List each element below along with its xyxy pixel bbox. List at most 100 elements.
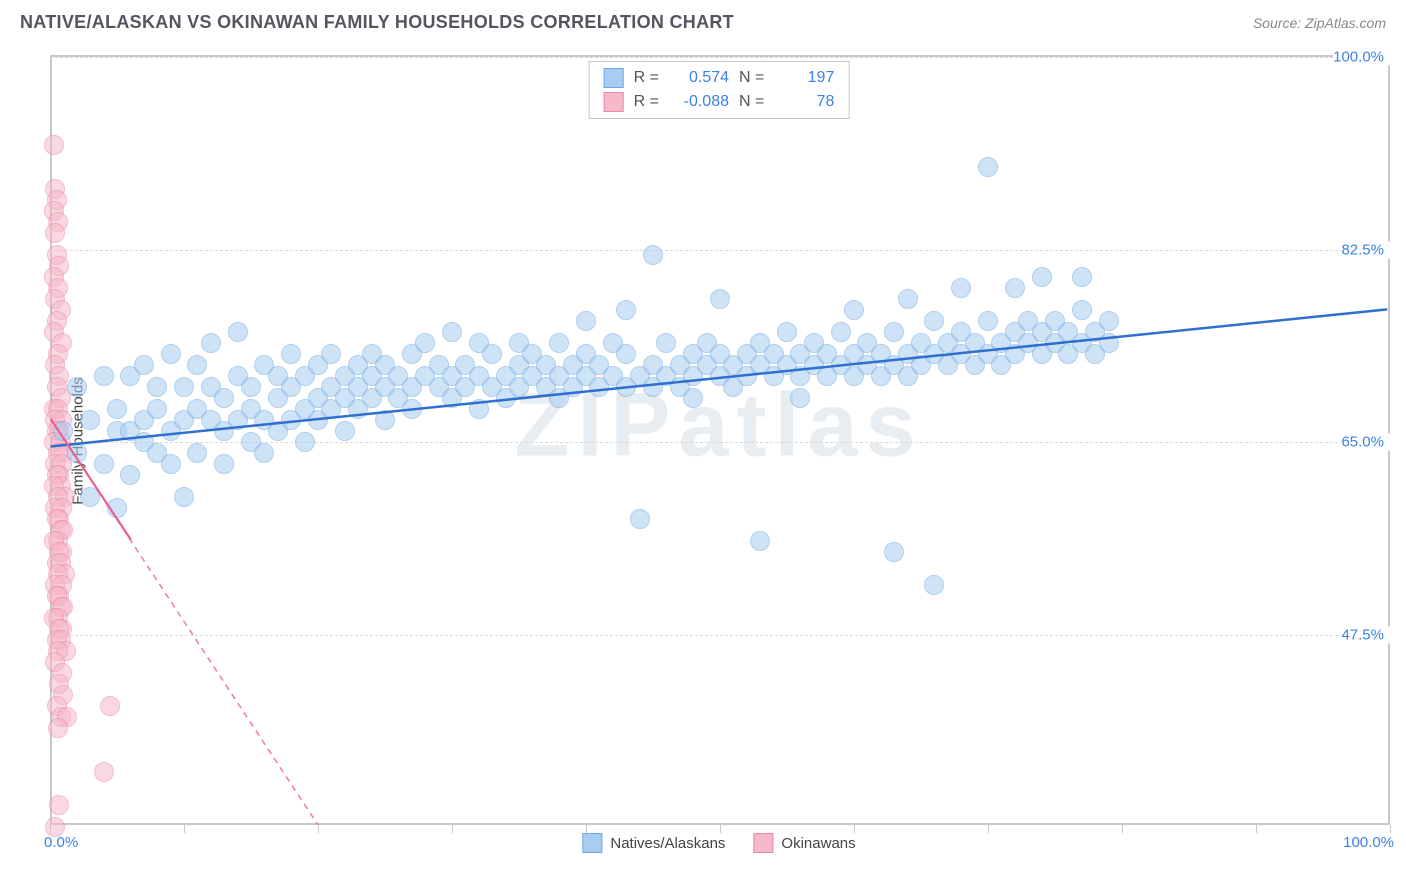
data-point [214,454,234,474]
legend-series-label: Natives/Alaskans [610,835,725,852]
data-point [281,344,301,364]
data-point [161,344,181,364]
x-tick [1122,825,1123,833]
data-point [67,443,87,463]
data-point [951,278,971,298]
x-tick [988,825,989,833]
data-point [978,311,998,331]
x-tick [854,825,855,833]
data-point [187,443,207,463]
data-point [469,399,489,419]
data-point [616,300,636,320]
data-point [442,322,462,342]
data-point [415,333,435,353]
plot-area: Family Households ZIPatlas 47.5%65.0%82.… [50,55,1390,825]
legend-r-value: -0.088 [669,93,729,111]
data-point [335,421,355,441]
x-tick [586,825,587,833]
data-point [134,355,154,375]
legend-swatch [582,833,602,853]
chart-title: NATIVE/ALASKAN VS OKINAWAN FAMILY HOUSEH… [20,12,734,33]
data-point [790,388,810,408]
x-tick [452,825,453,833]
data-point [643,245,663,265]
data-point [844,300,864,320]
x-tick [184,825,185,833]
legend-n-value: 197 [774,69,834,87]
data-point [147,377,167,397]
legend-correlation-row: R = -0.088 N = 78 [604,90,835,114]
data-point [120,465,140,485]
data-point [80,487,100,507]
chart-source: Source: ZipAtlas.com [1253,15,1386,31]
data-point [482,344,502,364]
data-point [228,322,248,342]
data-point [402,399,422,419]
data-point [1099,333,1119,353]
x-axis-min-label: 0.0% [44,834,78,851]
data-point [147,399,167,419]
data-point [80,410,100,430]
data-point [254,443,274,463]
data-point [53,421,73,441]
data-point [750,531,770,551]
data-point [187,355,207,375]
legend-swatch [753,833,773,853]
data-point [1099,311,1119,331]
legend-n-label: N = [739,69,764,87]
data-point [1072,300,1092,320]
legend-n-label: N = [739,93,764,111]
data-point [831,322,851,342]
data-point [94,454,114,474]
legend-series-item: Natives/Alaskans [582,833,725,853]
legend-series-item: Okinawans [753,833,855,853]
data-point [683,388,703,408]
data-point [241,377,261,397]
data-point [214,388,234,408]
data-point [549,333,569,353]
data-point [321,344,341,364]
data-point [924,311,944,331]
data-point [67,377,87,397]
x-axis-max-label: 100.0% [1343,834,1394,851]
data-point [107,399,127,419]
x-tick [318,825,319,833]
x-tick [1256,825,1257,833]
data-point [884,542,904,562]
data-point [1072,267,1092,287]
legend-correlation-row: R = 0.574 N = 197 [604,66,835,90]
data-point [630,509,650,529]
legend-correlation: R = 0.574 N = 197 R = -0.088 N = 78 [589,61,850,119]
data-point [174,487,194,507]
data-point [710,289,730,309]
legend-n-value: 78 [774,93,834,111]
data-point [884,322,904,342]
legend-swatch [604,92,624,112]
data-point [94,366,114,386]
legend-r-value: 0.574 [669,69,729,87]
data-point [1032,267,1052,287]
x-tick [720,825,721,833]
data-point [375,410,395,430]
data-point [576,311,596,331]
legend-series-label: Okinawans [781,835,855,852]
data-point [107,498,127,518]
data-point [201,333,221,353]
legend-series: Natives/Alaskans Okinawans [582,833,855,853]
scatter-series-natives-alaskans [50,57,1388,825]
data-point [898,289,918,309]
legend-r-label: R = [634,93,659,111]
data-point [656,333,676,353]
data-point [295,432,315,452]
data-point [161,454,181,474]
data-point [924,575,944,595]
legend-swatch [604,68,624,88]
data-point [1005,278,1025,298]
data-point [174,377,194,397]
legend-r-label: R = [634,69,659,87]
data-point [978,157,998,177]
chart-header: NATIVE/ALASKAN VS OKINAWAN FAMILY HOUSEH… [0,0,1406,41]
x-tick [1390,825,1391,833]
data-point [616,344,636,364]
data-point [777,322,797,342]
